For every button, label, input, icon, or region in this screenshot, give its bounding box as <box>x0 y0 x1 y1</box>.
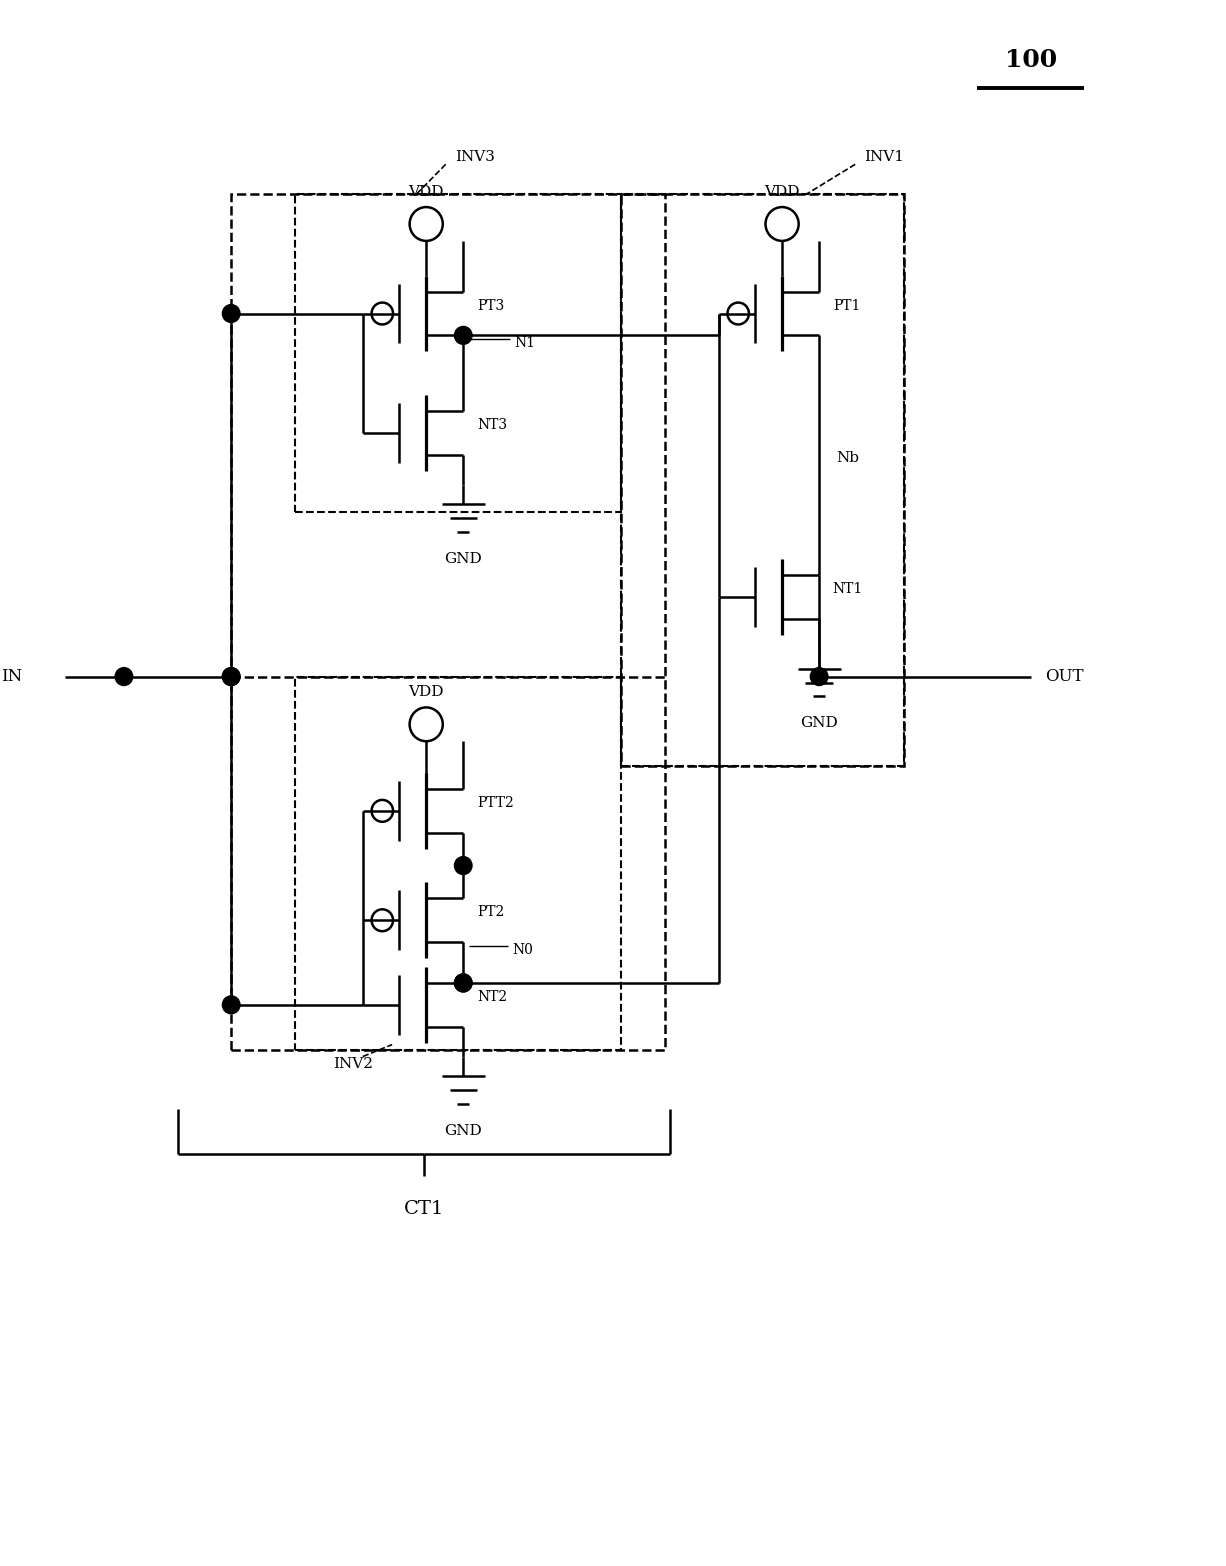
Text: CT1: CT1 <box>403 1200 444 1218</box>
Text: VDD: VDD <box>408 185 444 199</box>
Circle shape <box>455 326 472 345</box>
Text: OUT: OUT <box>1046 669 1084 684</box>
Circle shape <box>810 667 828 686</box>
Circle shape <box>222 304 240 323</box>
Text: N1: N1 <box>514 337 535 351</box>
Text: GND: GND <box>801 716 839 730</box>
Circle shape <box>222 667 240 686</box>
Circle shape <box>222 996 240 1013</box>
Text: VDD: VDD <box>764 185 799 199</box>
Circle shape <box>455 974 472 991</box>
Text: NT2: NT2 <box>477 990 508 1004</box>
Text: NT3: NT3 <box>477 418 508 432</box>
Text: GND: GND <box>444 553 482 567</box>
Circle shape <box>455 974 472 991</box>
Circle shape <box>455 857 472 874</box>
Text: INV3: INV3 <box>455 150 495 164</box>
Text: INV1: INV1 <box>864 150 905 164</box>
Text: PT1: PT1 <box>832 299 861 313</box>
Text: GND: GND <box>444 1124 482 1138</box>
Text: PT3: PT3 <box>477 299 504 313</box>
Text: N0: N0 <box>512 943 533 957</box>
Text: NT1: NT1 <box>832 583 863 597</box>
Text: IN: IN <box>1 669 22 684</box>
Text: Nb: Nb <box>836 451 859 465</box>
Text: PTT2: PTT2 <box>477 796 514 810</box>
Text: 100: 100 <box>1004 49 1057 72</box>
Text: VDD: VDD <box>408 686 444 700</box>
Text: INV2: INV2 <box>333 1057 374 1071</box>
Circle shape <box>222 667 240 686</box>
Circle shape <box>115 667 132 686</box>
Text: PT2: PT2 <box>477 905 504 919</box>
